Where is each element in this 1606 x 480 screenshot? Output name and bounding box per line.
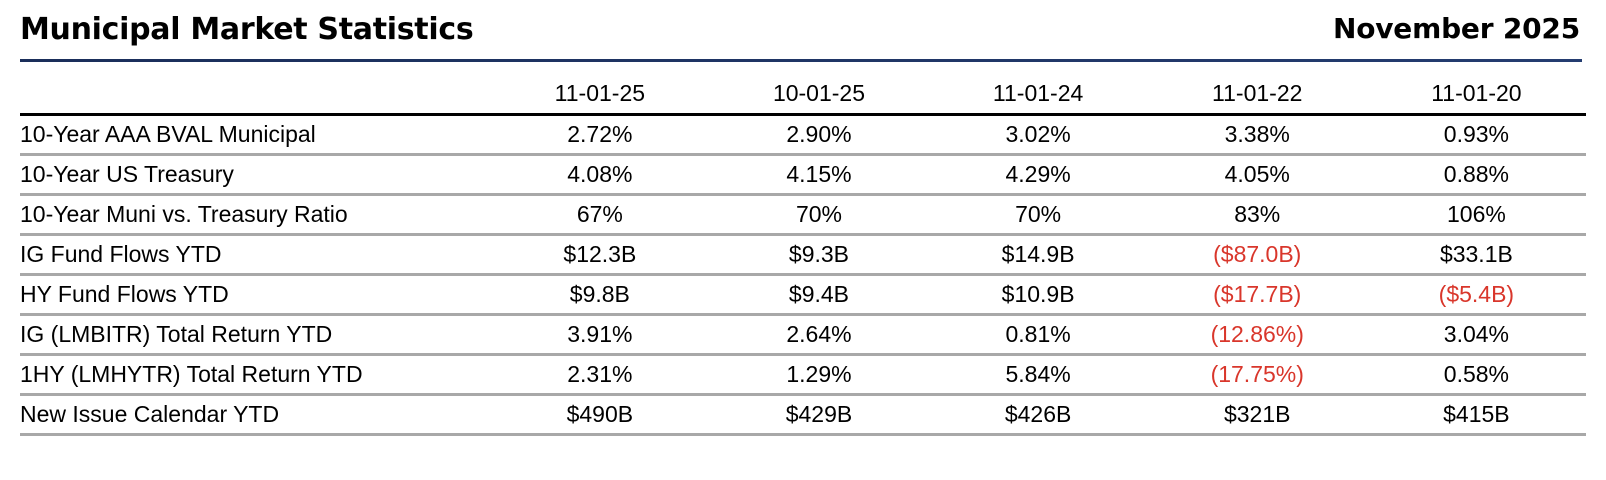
table-cell: 2.31%: [490, 354, 710, 396]
table-cell: $490B: [490, 394, 710, 436]
column-header: 11-01-22: [1147, 72, 1367, 116]
report-date: November 2025: [1332, 12, 1580, 45]
table-cell: $12.3B: [490, 234, 710, 276]
table-cell: 70%: [709, 194, 929, 236]
table-cell: 2.64%: [709, 314, 929, 356]
table-row: IG Fund Flows YTD $12.3B $9.3B $14.9B ($…: [20, 234, 1586, 276]
table-cell: 0.88%: [1366, 154, 1586, 196]
title-divider: [20, 59, 1582, 62]
table-cell: 3.02%: [928, 114, 1148, 156]
table-cell: $321B: [1147, 394, 1367, 436]
table-cell: 3.38%: [1147, 114, 1367, 156]
row-label: New Issue Calendar YTD: [20, 394, 491, 436]
table-cell: 0.81%: [928, 314, 1148, 356]
table-cell: 4.29%: [928, 154, 1148, 196]
table-row: New Issue Calendar YTD $490B $429B $426B…: [20, 394, 1586, 436]
table-cell: 3.04%: [1366, 314, 1586, 356]
table-row: IG (LMBITR) Total Return YTD 3.91% 2.64%…: [20, 314, 1586, 356]
table-cell: 1.29%: [709, 354, 929, 396]
column-header: 11-01-20: [1366, 72, 1586, 116]
table-cell: 83%: [1147, 194, 1367, 236]
table-cell: ($17.7B): [1147, 274, 1367, 316]
table-header-row: 11-01-25 10-01-25 11-01-24 11-01-22 11-0…: [20, 72, 1586, 116]
table-cell: 0.93%: [1366, 114, 1586, 156]
table-cell: 4.08%: [490, 154, 710, 196]
row-label: 10-Year Muni vs. Treasury Ratio: [20, 194, 491, 236]
table-cell: 2.90%: [709, 114, 929, 156]
table-cell: 106%: [1366, 194, 1586, 236]
table-cell: $429B: [709, 394, 929, 436]
row-label: 1HY (LMHYTR) Total Return YTD: [20, 354, 491, 396]
table-cell: 3.91%: [490, 314, 710, 356]
table-cell: (17.75%): [1147, 354, 1367, 396]
table-cell: 4.05%: [1147, 154, 1367, 196]
table-cell: $415B: [1366, 394, 1586, 436]
table-cell: $9.8B: [490, 274, 710, 316]
table-cell: 2.72%: [490, 114, 710, 156]
table-cell: $14.9B: [928, 234, 1148, 276]
row-label-header: [20, 72, 491, 116]
table-cell: ($5.4B): [1366, 274, 1586, 316]
column-header: 10-01-25: [709, 72, 929, 116]
table-cell: ($87.0B): [1147, 234, 1367, 276]
column-header: 11-01-25: [490, 72, 710, 116]
page-title: Municipal Market Statistics: [20, 12, 474, 47]
table-cell: (12.86%): [1147, 314, 1367, 356]
row-label: HY Fund Flows YTD: [20, 274, 491, 316]
table-cell: $426B: [928, 394, 1148, 436]
row-label: IG Fund Flows YTD: [20, 234, 491, 276]
table-row: 10-Year Muni vs. Treasury Ratio 67% 70% …: [20, 194, 1586, 236]
table-cell: $9.4B: [709, 274, 929, 316]
table-cell: 70%: [928, 194, 1148, 236]
table-row: 1HY (LMHYTR) Total Return YTD 2.31% 1.29…: [20, 354, 1586, 396]
table-cell: 4.15%: [709, 154, 929, 196]
table-cell: 0.58%: [1366, 354, 1586, 396]
row-label: 10-Year US Treasury: [20, 154, 491, 196]
table-cell: $33.1B: [1366, 234, 1586, 276]
table-row: HY Fund Flows YTD $9.8B $9.4B $10.9B ($1…: [20, 274, 1586, 316]
market-statistics-table: 11-01-25 10-01-25 11-01-24 11-01-22 11-0…: [20, 72, 1586, 436]
table-cell: 5.84%: [928, 354, 1148, 396]
table-row: 10-Year AAA BVAL Municipal 2.72% 2.90% 3…: [20, 114, 1586, 156]
table-cell: 67%: [490, 194, 710, 236]
report-header: Municipal Market Statistics November 202…: [20, 10, 1580, 54]
table-cell: $10.9B: [928, 274, 1148, 316]
table-row: 10-Year US Treasury 4.08% 4.15% 4.29% 4.…: [20, 154, 1586, 196]
row-label: IG (LMBITR) Total Return YTD: [20, 314, 491, 356]
column-header: 11-01-24: [928, 72, 1148, 116]
row-label: 10-Year AAA BVAL Municipal: [20, 114, 491, 156]
table-cell: $9.3B: [709, 234, 929, 276]
